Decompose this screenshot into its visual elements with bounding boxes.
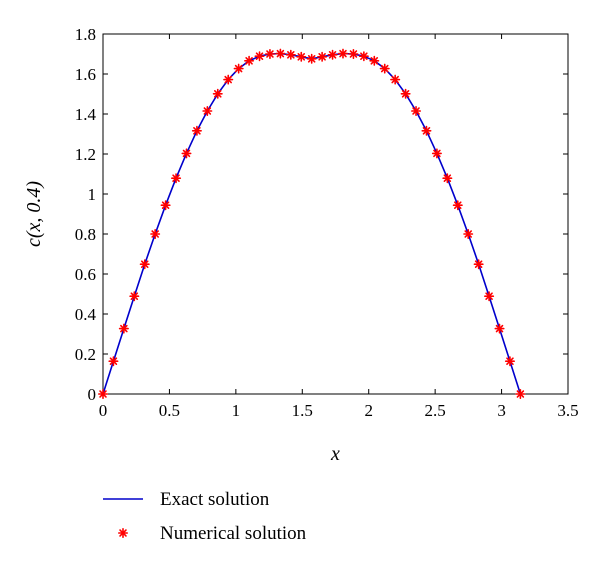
data-point-numerical [442, 173, 453, 184]
data-point-numerical [202, 106, 213, 116]
data-point-numerical [150, 229, 161, 239]
data-point-numerical [358, 51, 369, 62]
data-point-numerical [504, 356, 515, 367]
data-point-numerical [379, 63, 390, 74]
y-tick-label: 0.2 [75, 345, 96, 364]
y-tick-label: 0 [88, 385, 97, 404]
data-point-numerical [421, 125, 432, 136]
data-point-numerical [306, 53, 317, 64]
legend: Exact solution Numerical solution [103, 489, 307, 544]
data-point-numerical [348, 48, 359, 60]
data-point-numerical [244, 55, 255, 66]
y-tick-labels: 0 0.2 0.4 0.6 0.8 1 1.2 1.4 1.6 1.8 [75, 25, 97, 404]
data-point-numerical [254, 51, 265, 62]
data-point-numerical [118, 323, 129, 334]
data-point-numerical [233, 63, 244, 74]
legend-marker-swatch [118, 527, 128, 539]
data-point-numerical [337, 48, 348, 59]
series-layer [98, 48, 526, 400]
legend-label-numerical: Numerical solution [160, 523, 307, 544]
data-point-numerical [400, 88, 411, 99]
x-tick-label: 0 [99, 401, 108, 420]
x-tick-labels: 0 0.5 1 1.5 2 2.5 3 3.5 [99, 401, 579, 420]
axis-ticks [102, 33, 569, 395]
y-tick-label: 0.4 [75, 305, 97, 324]
y-tick-label: 0.8 [75, 225, 96, 244]
x-tick-label: 1.5 [292, 401, 313, 420]
y-tick-label: 0.6 [75, 265, 96, 284]
data-point-numerical [212, 88, 223, 99]
data-point-numerical [411, 106, 422, 116]
data-point-numerical [129, 291, 140, 302]
data-point-numerical [473, 259, 484, 270]
data-point-numerical [275, 48, 286, 59]
data-point-numerical [191, 125, 202, 136]
data-point-numerical [390, 74, 401, 85]
legend-asterisk [118, 527, 128, 539]
data-point-numerical [139, 259, 150, 270]
data-point-numerical [264, 48, 275, 60]
data-point-numerical [296, 51, 307, 62]
x-axis-label: x [330, 443, 340, 465]
data-point-numerical [452, 200, 463, 211]
x-tick-label: 0.5 [159, 401, 180, 420]
data-point-numerical [369, 55, 380, 66]
data-point-numerical [285, 49, 296, 60]
y-tick-label: 1 [88, 185, 97, 204]
data-point-numerical [494, 323, 505, 334]
y-tick-label: 1.6 [75, 65, 96, 84]
data-point-numerical [181, 148, 192, 159]
x-tick-label: 2 [364, 401, 373, 420]
data-point-numerical [317, 51, 328, 62]
data-point-numerical [463, 229, 474, 239]
y-tick-label: 1.8 [75, 25, 96, 44]
data-point-numerical [515, 388, 526, 400]
data-point-numerical [223, 74, 234, 85]
data-point-numerical [484, 291, 495, 302]
data-point-numerical [160, 200, 171, 211]
x-tick-label: 1 [232, 401, 241, 420]
data-point-numerical [108, 356, 119, 367]
x-tick-label: 3.5 [557, 401, 578, 420]
data-point-numerical [431, 148, 442, 159]
x-tick-label: 3 [497, 401, 506, 420]
data-point-numerical [98, 388, 108, 400]
data-point-numerical [327, 49, 338, 60]
y-axis-label: c(x, 0.4) [23, 181, 45, 247]
x-tick-label: 2.5 [425, 401, 446, 420]
data-point-numerical [171, 173, 182, 184]
legend-label-exact: Exact solution [160, 489, 270, 510]
y-tick-label: 1.4 [75, 105, 97, 124]
y-tick-label: 1.2 [75, 145, 96, 164]
plot-area [102, 33, 569, 395]
